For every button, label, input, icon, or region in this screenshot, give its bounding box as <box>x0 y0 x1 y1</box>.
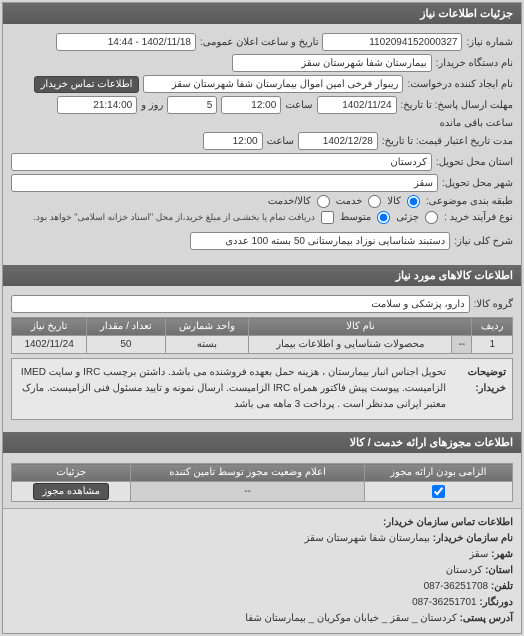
cat-mixed-radio[interactable] <box>317 195 330 208</box>
contact-link-button[interactable]: اطلاعات تماس خریدار <box>34 76 140 93</box>
contact-section: اطلاعات تماس سازمان خریدار: نام سازمان خ… <box>3 508 521 633</box>
cell-idx: 1 <box>472 336 513 354</box>
contact-title: اطلاعات تماس سازمان خریدار: <box>383 517 513 528</box>
perm-status-cell: -- <box>131 482 364 502</box>
cell-name: محصولات شناسایی و اطلاعات بیمار <box>249 336 452 354</box>
proc-low-radio[interactable] <box>425 211 438 224</box>
requester-label: نام ایجاد کننده درخواست: <box>407 79 513 90</box>
buyer-note-label: توضیحات خریدار: <box>446 365 506 413</box>
col-name: نام کالا <box>249 318 472 336</box>
hours-suffix: ساعت باقی مانده <box>440 118 513 129</box>
col-qty: تعداد / مقدار <box>87 318 165 336</box>
time-label-1: ساعت <box>285 100 312 111</box>
cash-note: دریافت تمام یا بخشـی از مبلغ خرید،از محل… <box>33 212 314 223</box>
contact-province-label: استان: <box>485 565 513 576</box>
table-header-row: ردیف نام کالا واحد شمارش تعداد / مقدار ت… <box>12 318 513 336</box>
panel-header: جزئیات اطلاعات نیاز <box>3 3 521 24</box>
time-label-2: ساعت <box>267 136 294 147</box>
buyer-note-text: تحویل اجناس انبار بیمارستان ، هزینه حمل … <box>18 365 446 413</box>
perm-col-1: اعلام وضعیت مجوز توسط تامین کننده <box>131 464 364 482</box>
contact-org: بیمارستان شفا شهرستان سقز <box>305 533 430 544</box>
hours-left-field: 21:14:00 <box>57 96 137 114</box>
cell-unit: بسته <box>165 336 249 354</box>
proc-mid-label: متوسط <box>340 212 371 223</box>
days-suffix: روز و <box>141 100 163 111</box>
category-label: طبقه بندی موضوعی: <box>426 196 513 207</box>
requester-field: ریبوار فرخی امین اموال بیمارستان شفا شهر… <box>143 75 403 93</box>
contact-addr-label: آدرس پستی: <box>460 613 513 624</box>
province-label: استان محل تحویل: <box>436 157 513 168</box>
desc-field: دستبند شناسایی نوزاد بیمارستانی 50 بسته … <box>190 232 450 250</box>
permits-section-title: اطلاعات مجوزهای ارائه خدمت / کالا <box>3 432 521 453</box>
form-area: شماره نیاز: 1102094152000327 تاریخ و ساع… <box>3 24 521 259</box>
contact-province: کردستان <box>446 565 483 576</box>
need-details-panel: جزئیات اطلاعات نیاز شماره نیاز: 11020941… <box>2 2 522 634</box>
goods-section-title: اطلاعات کالاهای مورد نیاز <box>3 265 521 286</box>
process-label: نوع فرآیند خرید : <box>444 212 513 223</box>
col-idx: ردیف <box>472 318 513 336</box>
contact-phone-label: تلفن: <box>491 581 513 592</box>
cat-goods-label: کالا <box>387 196 401 207</box>
buyer-org-label: نام دستگاه خریدار: <box>436 58 513 69</box>
view-permit-button[interactable]: مشاهده مجوز <box>33 483 109 500</box>
perm-mandatory-checkbox[interactable] <box>432 485 445 498</box>
cat-mixed-label: کالا/خدمت <box>268 196 311 207</box>
province-field: کردستان <box>11 153 432 171</box>
contact-org-label: نام سازمان خریدار: <box>433 533 513 544</box>
permits-table: الزامی بودن ارائه مجوز اعلام وضعیت مجوز … <box>11 463 513 502</box>
cat-service-label: خدمت <box>336 196 363 207</box>
cash-checkbox[interactable] <box>321 211 334 224</box>
proc-low-label: جزئی <box>396 212 419 223</box>
contact-city-label: شهر: <box>491 549 513 560</box>
city-label: شهر محل تحویل: <box>442 178 513 189</box>
validity-label: مدت تاریخ اعتبار قیمت: تا تاریخ: <box>382 136 513 147</box>
contact-addr: کردستان _ سقز _ خیابان موکریان _ بیمارست… <box>245 613 457 624</box>
contact-phone: 36251708-087 <box>424 581 489 592</box>
validity-time-field: 12:00 <box>203 132 263 150</box>
group-label: گروه کالا: <box>474 299 513 310</box>
group-field: دارو، پزشکی و سلامت <box>11 295 470 313</box>
proc-mid-radio[interactable] <box>377 211 390 224</box>
city-field: سقز <box>11 174 438 192</box>
deadline-date-field: 1402/11/24 <box>317 96 397 114</box>
col-date: تاریخ نیاز <box>12 318 87 336</box>
goods-table: ردیف نام کالا واحد شمارش تعداد / مقدار ت… <box>11 317 513 354</box>
contact-city: سقز <box>469 549 488 560</box>
table-row: -- مشاهده مجوز <box>12 482 513 502</box>
pub-date-field: 1402/11/18 - 14:44 <box>56 33 196 51</box>
req-no-field: 1102094152000327 <box>322 33 462 51</box>
deadline-time-field: 12:00 <box>221 96 281 114</box>
cell-date: 1402/11/24 <box>12 336 87 354</box>
table-row: 1 -- محصولات شناسایی و اطلاعات بیمار بست… <box>12 336 513 354</box>
buyer-org-field: بیمارستان شفا شهرستان سقز <box>232 54 432 72</box>
days-left-field: 5 <box>167 96 217 114</box>
buyer-note-box: توضیحات خریدار: تحویل اجناس انبار بیمارس… <box>11 358 513 420</box>
deadline-label: مهلت ارسال پاسخ: تا تاریخ: <box>401 100 513 111</box>
col-unit: واحد شمارش <box>165 318 249 336</box>
perm-col-0: الزامی بودن ارائه مجوز <box>364 464 512 482</box>
cell-code: -- <box>452 336 472 354</box>
contact-fax: 36251701-087 <box>412 597 477 608</box>
perm-mandatory-cell <box>364 482 512 502</box>
perm-detail-cell: مشاهده مجوز <box>12 482 131 502</box>
contact-fax-label: دورنگار: <box>479 597 513 608</box>
pub-date-label: تاریخ و ساعت اعلان عمومی: <box>200 37 319 48</box>
cell-qty: 50 <box>87 336 165 354</box>
cat-service-radio[interactable] <box>368 195 381 208</box>
cat-goods-radio[interactable] <box>407 195 420 208</box>
req-no-label: شماره نیاز: <box>466 37 513 48</box>
desc-label: شرح کلی نیاز: <box>454 236 513 247</box>
validity-date-field: 1402/12/28 <box>298 132 378 150</box>
perm-col-2: جزئیات <box>12 464 131 482</box>
